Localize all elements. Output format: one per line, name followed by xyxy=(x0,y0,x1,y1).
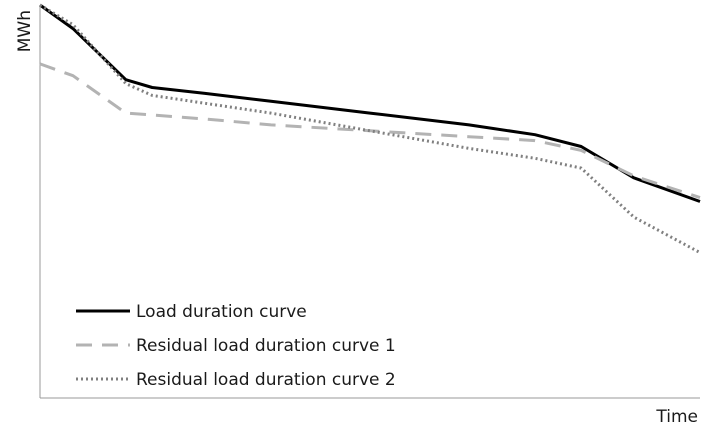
series-line-2 xyxy=(39,62,701,200)
y-axis-label: MWh xyxy=(15,10,35,52)
series-layer xyxy=(39,3,701,254)
series-line-1 xyxy=(39,3,701,203)
legend-label-3: Residual load duration curve 2 xyxy=(136,370,396,390)
series-line-3 xyxy=(39,3,701,254)
legend-label-1: Load duration curve xyxy=(136,302,307,322)
plot-area xyxy=(39,3,701,399)
x-axis-label: Time xyxy=(655,407,698,427)
legend: Load duration curve Residual load duratio… xyxy=(76,302,396,390)
legend-label-2: Residual load duration curve 1 xyxy=(136,336,396,356)
